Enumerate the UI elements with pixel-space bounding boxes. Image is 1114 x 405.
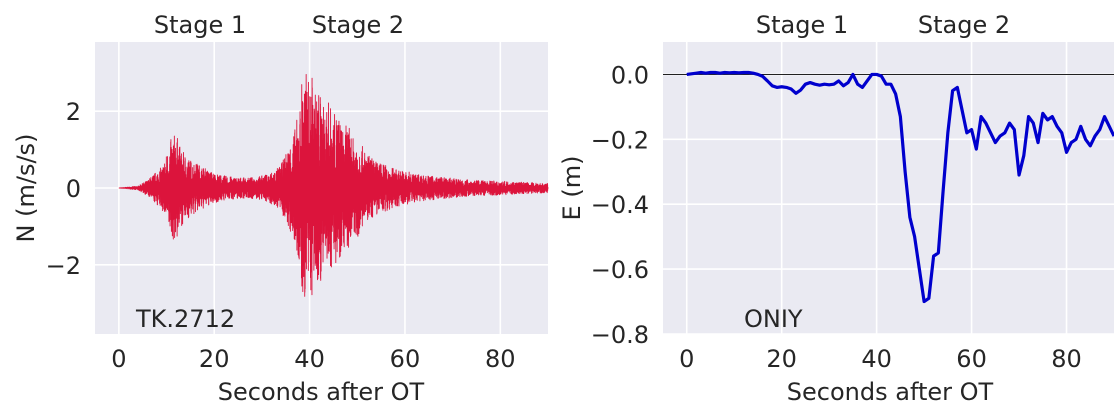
right-annotation-stage-2: Stage 2 — [918, 11, 1010, 39]
right-series — [686, 70, 1114, 304]
left-x-axis-label: Seconds after OT — [218, 378, 425, 405]
left-y-axis-label: N (m/s/s) — [12, 134, 40, 243]
left-panel: 0 20 40 60 80 −2 0 2 Stage 1 Stage 2 TK.2712 S… — [12, 11, 549, 405]
right-x-tick-label: 20 — [766, 345, 797, 373]
right-annotation-stage-1: Stage 1 — [756, 11, 848, 39]
left-y-tick-label: 2 — [66, 98, 81, 126]
left-y-tick-labels: −2 0 2 — [46, 98, 81, 280]
right-y-axis-label: E (m) — [558, 156, 586, 221]
right-series-line — [686, 70, 1114, 304]
right-x-tick-label: 60 — [956, 345, 987, 373]
right-y-tick-label: −0.6 — [591, 256, 649, 284]
right-x-tick-label: 0 — [679, 345, 694, 373]
right-y-tick-labels: 0.0 −0.2 −0.4 −0.6 −0.8 — [591, 61, 649, 349]
left-x-tick-label: 20 — [199, 345, 230, 373]
right-x-tick-label: 80 — [1051, 345, 1082, 373]
right-y-tick-label: −0.8 — [591, 321, 649, 349]
right-panel: 0 20 40 60 80 0.0 −0.2 −0.4 −0.6 −0.8 Stage 1 St… — [558, 11, 1114, 405]
left-x-tick-label: 0 — [111, 345, 126, 373]
left-x-tick-labels: 0 20 40 60 80 — [111, 345, 515, 373]
left-station-label: TK.2712 — [135, 305, 235, 333]
right-x-tick-labels: 0 20 40 60 80 — [679, 345, 1082, 373]
left-y-tick-label: −2 — [46, 252, 81, 280]
left-x-tick-label: 40 — [294, 345, 325, 373]
right-x-tick-label: 40 — [861, 345, 892, 373]
left-annotation-stage-2: Stage 2 — [312, 11, 404, 39]
right-y-tick-label: −0.2 — [591, 126, 649, 154]
right-station-label: ONIY — [744, 305, 803, 333]
right-y-tick-label: −0.4 — [591, 191, 649, 219]
left-x-tick-label: 60 — [390, 345, 421, 373]
right-plot-background — [663, 42, 1114, 334]
left-y-tick-label: 0 — [66, 175, 81, 203]
left-series-line — [118, 74, 549, 297]
left-annotation-stage-1: Stage 1 — [154, 11, 246, 39]
right-y-tick-label: 0.0 — [611, 61, 649, 89]
right-x-axis-label: Seconds after OT — [787, 378, 994, 405]
left-series — [118, 74, 549, 297]
left-x-tick-label: 80 — [485, 345, 516, 373]
